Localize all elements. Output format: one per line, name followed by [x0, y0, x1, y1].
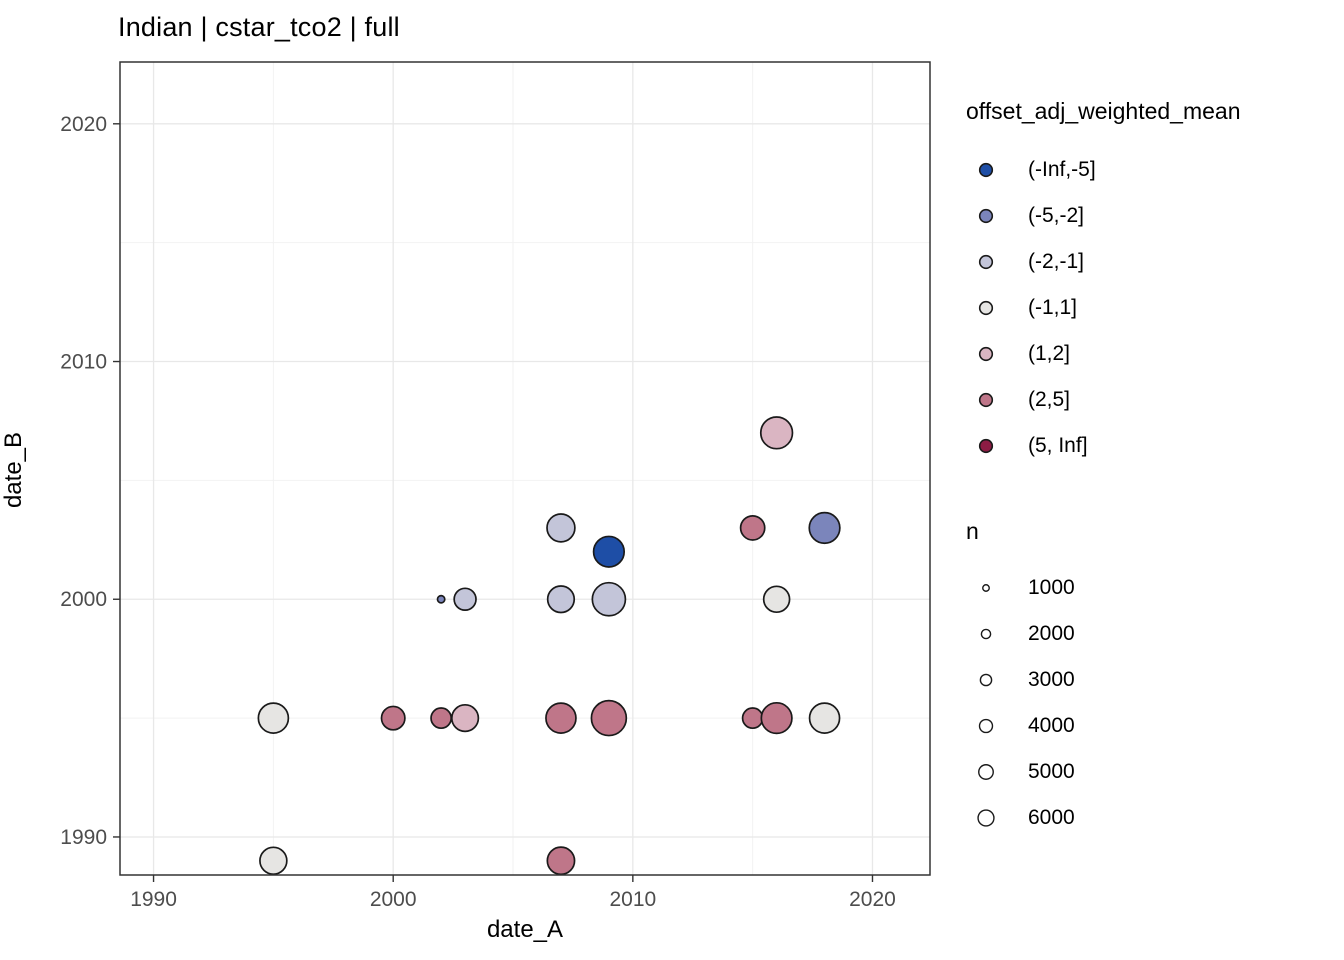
data-point	[436, 594, 446, 604]
legend-circle-icon	[982, 584, 990, 592]
color-legend-title: offset_adj_weighted_mean	[966, 98, 1241, 124]
size-legend-item-key-icon	[966, 703, 1006, 749]
data-point	[741, 707, 764, 730]
data-point	[257, 702, 290, 734]
size-legend-item-label: 2000	[1028, 622, 1075, 645]
size-legend-item-label: 5000	[1028, 760, 1075, 783]
data-point	[590, 699, 628, 737]
data-point	[759, 416, 794, 450]
data-point	[546, 585, 576, 614]
size-legend-item-key-icon	[966, 657, 1006, 703]
data-point	[762, 585, 791, 614]
legend-circle-icon	[978, 392, 994, 408]
color-legend-item-key-icon	[966, 331, 1006, 377]
size-legend-item-label: 4000	[1028, 714, 1075, 737]
x-tick-label: 1990	[130, 888, 177, 911]
data-point	[808, 511, 841, 545]
size-legend-items: 1000 2000 3000 4000 5000 6000	[966, 565, 1075, 841]
panel-border	[119, 61, 931, 876]
y-tick-label: 1990	[60, 826, 107, 849]
data-point	[739, 515, 766, 541]
size-legend-item: 1000	[966, 565, 1075, 611]
color-legend-item: (-2,-1]	[966, 239, 1241, 285]
data-point	[760, 701, 793, 735]
size-legend-item: 6000	[966, 795, 1075, 841]
data-point	[380, 705, 406, 731]
data-point	[591, 581, 627, 617]
size-legend-item: 4000	[966, 703, 1075, 749]
data-point	[546, 846, 576, 876]
size-legend-item-key-icon	[966, 795, 1006, 841]
legend-circle-icon	[978, 764, 994, 780]
color-legend-item: (5, Inf]	[966, 423, 1241, 469]
legend-circle-icon	[978, 162, 994, 178]
legend-circle-icon	[978, 208, 994, 224]
size-legend-item-label: 6000	[1028, 806, 1075, 829]
data-point	[545, 702, 577, 734]
legend-circle-icon	[978, 718, 994, 734]
color-legend-item-key-icon	[966, 193, 1006, 239]
y-tick-label: 2000	[60, 588, 107, 611]
size-legend-item-label: 1000	[1028, 576, 1075, 599]
color-legend-item: (-5,-2]	[966, 193, 1241, 239]
data-point	[808, 702, 841, 734]
color-legend-item: (1,2]	[966, 331, 1241, 377]
legend-circle-icon	[979, 673, 993, 687]
legend-circle-icon	[978, 346, 994, 362]
x-axis-title: date_A	[486, 916, 564, 943]
color-legend-item-label: (-5,-2]	[1028, 204, 1085, 227]
size-legend-item-key-icon	[966, 565, 1006, 611]
color-legend-item-label: (-Inf,-5]	[1028, 158, 1096, 181]
color-legend-item-label: (1,2]	[1028, 342, 1071, 365]
size-legend-item: 2000	[966, 611, 1075, 657]
size-legend-item-key-icon	[966, 749, 1006, 795]
size-legend-title: n	[966, 518, 979, 544]
color-legend-item: (-1,1]	[966, 285, 1241, 331]
size-legend-item-label: 3000	[1028, 668, 1075, 691]
panel-background	[120, 62, 930, 875]
data-point	[592, 535, 626, 568]
y-axis-title: date_B	[0, 431, 27, 509]
chart-title: Indian | cstar_tco2 | full	[118, 12, 400, 42]
color-legend: offset_adj_weighted_mean (-Inf,-5] (-5,-2…	[966, 98, 1241, 469]
legend-circle-icon	[980, 628, 992, 640]
color-legend-item-label: (5, Inf]	[1028, 434, 1088, 457]
data-point	[450, 703, 480, 733]
data-point	[430, 707, 453, 730]
color-legend-item-key-icon	[966, 423, 1006, 469]
color-legend-item-key-icon	[966, 147, 1006, 193]
data-point	[453, 587, 477, 612]
color-legend-item-label: (-1,1]	[1028, 296, 1078, 319]
legend-circle-icon	[978, 254, 994, 270]
y-tick-label: 2010	[60, 351, 107, 374]
size-legend-item: 3000	[966, 657, 1075, 703]
data-point	[546, 513, 576, 543]
x-tick-label: 2010	[609, 888, 656, 911]
size-legend: n 1000 2000 3000 4000 5000 6000	[966, 518, 1075, 841]
x-tick-label: 2000	[370, 888, 417, 911]
color-legend-item-label: (-2,-1]	[1028, 250, 1085, 273]
color-legend-item: (2,5]	[966, 377, 1241, 423]
color-legend-item-label: (2,5]	[1028, 388, 1071, 411]
size-legend-item: 5000	[966, 749, 1075, 795]
legend-circle-icon	[977, 809, 995, 827]
color-legend-items: (-Inf,-5] (-5,-2] (-2,-1] (-1,1] (1,2] (2,5] (…	[966, 147, 1241, 469]
legend-circle-icon	[978, 300, 994, 316]
y-tick-label: 2020	[60, 113, 107, 136]
color-legend-item-key-icon	[966, 377, 1006, 423]
color-legend-item-key-icon	[966, 285, 1006, 331]
legend-circle-icon	[978, 438, 994, 454]
color-legend-item-key-icon	[966, 239, 1006, 285]
size-legend-item-key-icon	[966, 611, 1006, 657]
data-point	[259, 846, 288, 876]
color-legend-item: (-Inf,-5]	[966, 147, 1241, 193]
x-tick-label: 2020	[849, 888, 896, 911]
